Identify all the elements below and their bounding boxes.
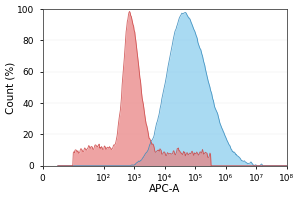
Y-axis label: Count (%): Count (%) xyxy=(6,61,16,114)
X-axis label: APC-A: APC-A xyxy=(149,184,180,194)
